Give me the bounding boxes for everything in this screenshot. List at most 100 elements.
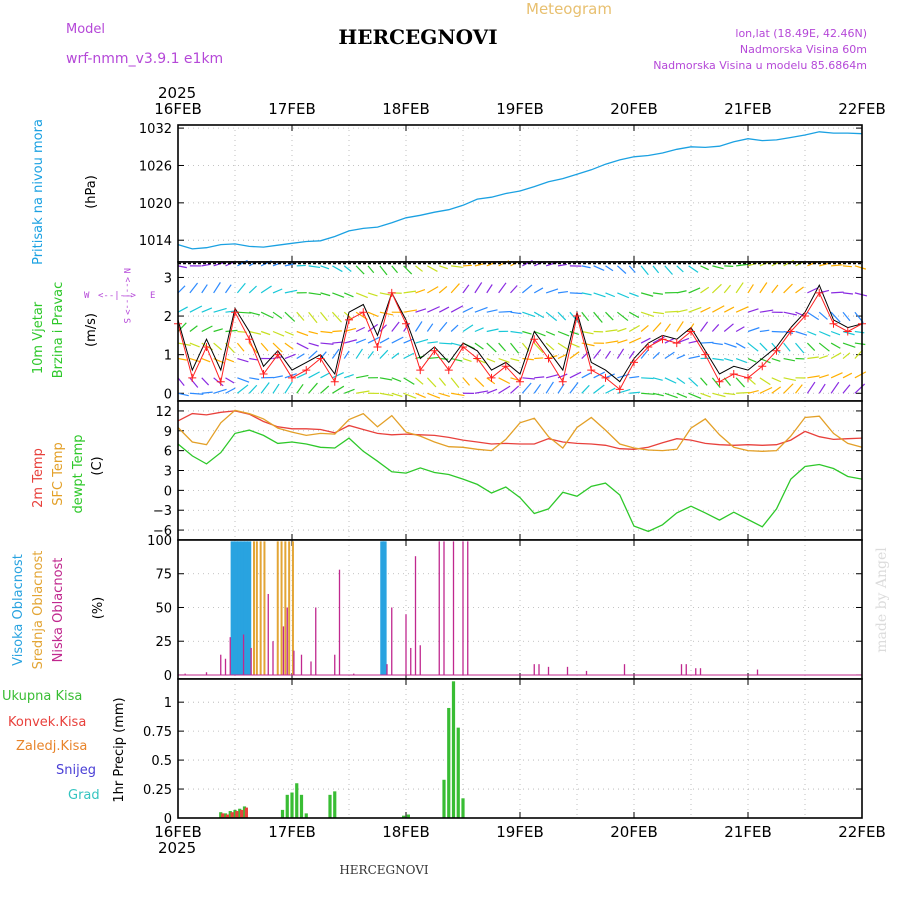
wind-direction-arrow bbox=[415, 289, 426, 294]
wind-direction-arrow bbox=[747, 284, 754, 294]
wind-speed-marker bbox=[459, 342, 467, 351]
wind-direction-arrow bbox=[474, 342, 484, 350]
bottom-time-tick-label: 18FEB bbox=[382, 823, 429, 841]
wind-direction-arrow bbox=[628, 324, 640, 333]
wind-speed-marker bbox=[288, 373, 296, 382]
wind-direction-arrow bbox=[664, 392, 678, 399]
wind-ytick-label: 0 bbox=[164, 387, 172, 402]
wind-direction-arrow bbox=[557, 263, 567, 267]
precip-graupel-label: Grad bbox=[68, 788, 100, 803]
wind-direction-arrow bbox=[332, 330, 342, 333]
wind-direction-arrow bbox=[759, 342, 768, 351]
wind-speed-marker bbox=[829, 319, 838, 328]
wind-direction-arrow bbox=[439, 392, 450, 398]
wind-direction-arrow bbox=[652, 322, 662, 332]
wind-direction-arrow bbox=[759, 309, 774, 313]
altitude-label: Nadmorska Visina 60m bbox=[740, 43, 867, 56]
wind-direction-arrow bbox=[189, 377, 199, 388]
wind-direction-arrow bbox=[201, 325, 213, 333]
wind-speed-marker bbox=[345, 315, 353, 324]
wind-direction-arrow bbox=[403, 309, 418, 313]
wind-direction-arrow bbox=[747, 327, 760, 333]
wind-speed-marker bbox=[359, 308, 368, 317]
wind-direction-arrow bbox=[308, 382, 318, 394]
wind-direction-arrow bbox=[664, 310, 679, 313]
wind-direction-arrow bbox=[260, 342, 269, 352]
wind-direction-arrow bbox=[688, 306, 702, 313]
cloud-bar bbox=[695, 668, 697, 675]
precip-bar bbox=[223, 813, 228, 818]
temp-sfc-label: SFC Temp bbox=[51, 442, 66, 506]
cloud-bar bbox=[410, 647, 412, 675]
wind-label-line2: Brzina i Pravac bbox=[51, 282, 66, 379]
precip-bar bbox=[406, 814, 410, 818]
cloud-bar bbox=[467, 541, 469, 675]
wind-direction-arrow bbox=[688, 355, 700, 360]
precip-bar bbox=[235, 811, 239, 818]
wind-direction-arrow bbox=[640, 292, 654, 297]
wind-direction-arrow bbox=[652, 377, 663, 381]
wind-direction-arrow bbox=[616, 265, 627, 274]
cloud-bar bbox=[229, 637, 231, 675]
wind-direction-arrow bbox=[545, 311, 558, 322]
cloud-ytick-label: 25 bbox=[155, 635, 172, 650]
wind-direction-arrow bbox=[723, 306, 735, 313]
wind-direction-arrow bbox=[521, 284, 533, 294]
wind-direction-arrow bbox=[831, 264, 843, 267]
wind-direction-arrow bbox=[521, 382, 532, 394]
wind-direction-arrow bbox=[403, 392, 417, 399]
wind-direction-arrow bbox=[593, 384, 605, 394]
wind-direction-arrow bbox=[296, 311, 305, 321]
wind-direction-arrow bbox=[189, 282, 199, 294]
wind-label-line1: 10m Vjetar bbox=[31, 301, 46, 374]
wind-direction-arrow bbox=[759, 329, 770, 333]
wind-speed-marker bbox=[444, 366, 453, 375]
wind-direction-arrow bbox=[177, 285, 186, 294]
wind-direction-arrow bbox=[747, 377, 756, 385]
cloud-bar bbox=[315, 607, 317, 675]
top-time-tick-label: 16FEB bbox=[154, 100, 201, 118]
wind-direction-arrow bbox=[177, 306, 188, 313]
wind-direction-arrow bbox=[771, 284, 779, 294]
wind-direction-arrow bbox=[854, 265, 867, 270]
cloud-bar bbox=[230, 541, 235, 675]
wind-direction-arrow bbox=[284, 311, 296, 322]
pressure-label: Pritisak na nivou mora bbox=[31, 119, 46, 265]
wind-speed-marker bbox=[330, 377, 339, 386]
wind-direction-arrow bbox=[545, 330, 556, 336]
cloud-bar bbox=[253, 541, 255, 675]
wind-direction-arrow bbox=[284, 330, 294, 336]
wind-ytick-label: 2 bbox=[164, 310, 172, 325]
wind-direction-arrow bbox=[593, 292, 606, 298]
cloud-bar bbox=[291, 541, 294, 675]
wind-direction-arrow bbox=[569, 330, 580, 335]
wind-direction-arrow bbox=[569, 311, 579, 323]
wind-direction-arrow bbox=[712, 342, 723, 346]
wind-direction-arrow bbox=[474, 282, 483, 294]
wind-speed-marker bbox=[216, 377, 225, 386]
wind-direction-arrow bbox=[367, 336, 380, 344]
wind-direction-arrow bbox=[438, 285, 448, 294]
wind-direction-arrow bbox=[676, 265, 684, 273]
wind-direction-arrow bbox=[854, 383, 866, 394]
wind-direction-arrow bbox=[308, 350, 318, 359]
wind-direction-arrow bbox=[723, 323, 734, 332]
wind-direction-arrow bbox=[629, 391, 641, 394]
wind-direction-arrow bbox=[177, 357, 187, 361]
wind-direction-arrow bbox=[616, 348, 625, 359]
wind-direction-arrow bbox=[213, 342, 223, 351]
temp-ytick-label: 9 bbox=[164, 425, 172, 440]
cloud-bar bbox=[334, 654, 336, 675]
wind-compass: N <--|--> S W <--|--> E bbox=[84, 268, 155, 323]
temp-ytick-label: −6 bbox=[153, 524, 172, 539]
wind-direction-arrow bbox=[403, 290, 417, 294]
top-time-tick-label: 22FEB bbox=[838, 100, 885, 118]
wind-direction-arrow bbox=[700, 321, 709, 332]
wind-direction-arrow bbox=[534, 357, 544, 360]
wind-direction-arrow bbox=[213, 388, 227, 394]
model-name: wrf-nmm_v3.9.1 e1km bbox=[66, 51, 223, 67]
wind-direction-arrow bbox=[830, 372, 843, 379]
precip-bar bbox=[280, 809, 285, 818]
wind-direction-arrow bbox=[640, 265, 649, 276]
